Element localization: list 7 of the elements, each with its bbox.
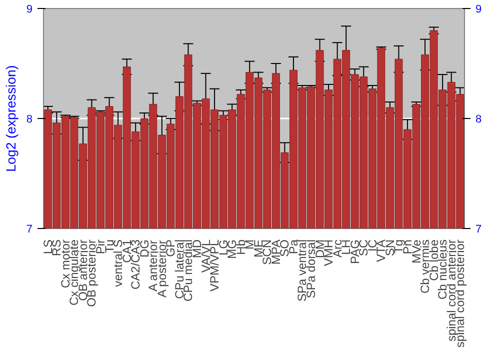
y-tick-label: 7 (26, 224, 33, 236)
y2-tick-label: 7 (476, 224, 482, 236)
y2-tick-label: 8 (476, 114, 482, 126)
y-tick-label: 9 (26, 4, 33, 16)
y-tick-label: 8 (26, 114, 33, 126)
y2-tick-label: 9 (476, 4, 482, 16)
y-axis-title: Log2 (expression) (3, 65, 18, 172)
